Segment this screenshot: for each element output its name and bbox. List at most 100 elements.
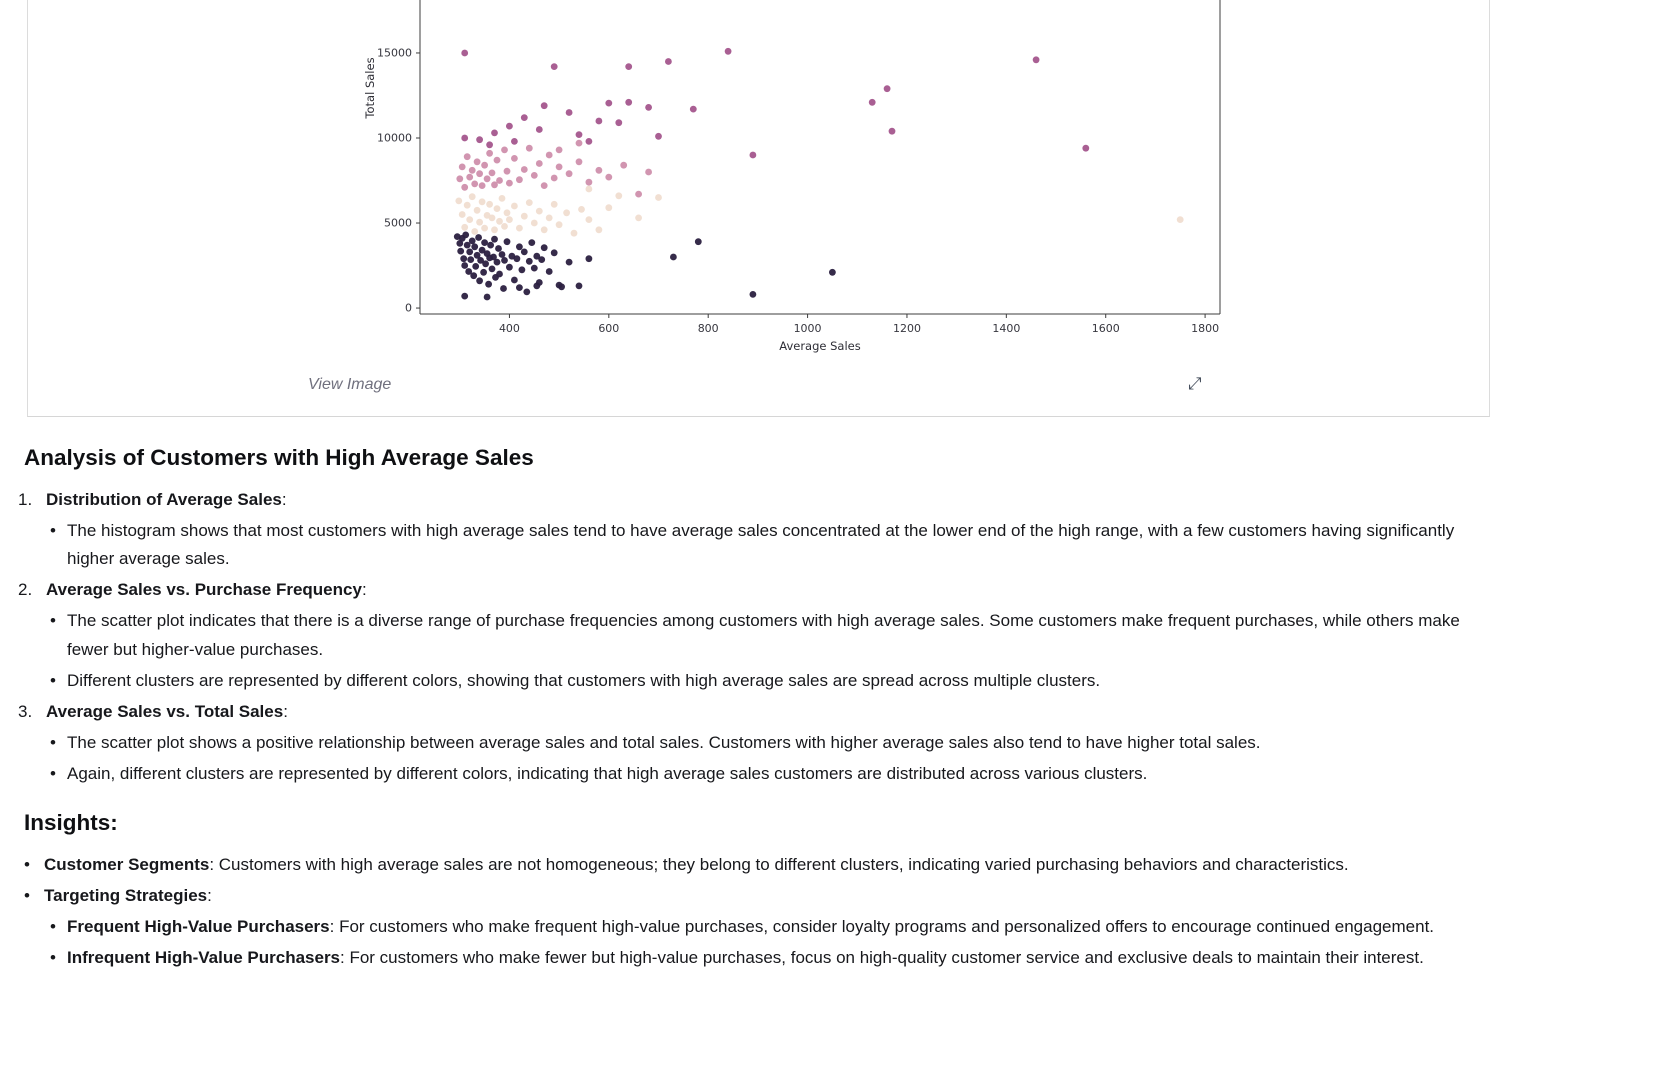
scatter-point xyxy=(516,176,523,184)
scatter-point xyxy=(490,253,497,261)
scatter-point xyxy=(694,238,702,246)
scatter-point xyxy=(470,272,478,280)
svg-text:800: 800 xyxy=(698,322,719,335)
scatter-point xyxy=(520,114,528,121)
insight-text: Targeting Strategies: xyxy=(44,885,212,905)
scatter-point xyxy=(655,194,662,201)
scatter-point xyxy=(545,214,553,222)
scatter-point xyxy=(868,98,876,106)
scatter-point xyxy=(468,193,476,201)
scatter-point xyxy=(475,234,482,241)
scatter-point xyxy=(625,63,633,70)
scatter-point xyxy=(565,170,573,178)
list-number: 3. xyxy=(18,702,33,722)
scatter-point xyxy=(491,129,498,137)
bullet-text: Different clusters are represented by di… xyxy=(67,671,1101,691)
svg-text:10000: 10000 xyxy=(377,132,412,145)
expand-icon[interactable]: ⤢ xyxy=(1188,374,1202,393)
scatter-point xyxy=(471,228,479,235)
svg-text:400: 400 xyxy=(499,322,520,335)
scatter-point xyxy=(538,256,546,263)
scatter-point xyxy=(455,197,463,205)
scatter-point xyxy=(481,161,488,169)
scatter-point xyxy=(476,136,483,144)
scatter-point xyxy=(491,235,498,243)
scatter-point xyxy=(655,132,662,140)
scatter-point xyxy=(473,206,481,214)
scatter-point xyxy=(465,268,473,275)
scatter-point xyxy=(620,161,628,169)
scatter-point xyxy=(575,139,583,147)
image-panel: 0 5000 10000 15000 400 600 800 1000 1200 1400 1600… xyxy=(27,0,1490,417)
view-image-link[interactable]: View Image xyxy=(308,376,392,393)
scatter-point xyxy=(501,223,508,230)
svg-text:1800: 1800 xyxy=(1191,322,1219,335)
scatter-point xyxy=(888,127,896,135)
scatter-point xyxy=(575,131,583,139)
bullet-icon: • xyxy=(50,611,56,631)
scatter-point xyxy=(472,263,480,270)
scatter-point xyxy=(482,260,489,268)
scatter-point xyxy=(511,155,518,162)
scatter-point xyxy=(1032,56,1040,64)
scatter-point xyxy=(525,257,533,265)
scatter-point xyxy=(520,248,528,256)
analysis-section: Analysis of Customers with High Average … xyxy=(18,439,1480,972)
bullet-icon: • xyxy=(50,947,56,967)
bullet-text: The scatter plot shows a positive relati… xyxy=(67,733,1261,753)
bullet-icon: • xyxy=(50,671,56,691)
scatter-point xyxy=(645,168,652,176)
scatter-point xyxy=(516,243,523,251)
scatter-point xyxy=(528,239,536,247)
numbered-item: 2. Average Sales vs. Purchase Frequency: •… xyxy=(18,576,1480,695)
scatter-point xyxy=(595,166,603,174)
list-number: 2. xyxy=(18,580,33,600)
scatter-point xyxy=(506,122,513,130)
scatter-point xyxy=(495,245,502,252)
item-label: Average Sales vs. Purchase Frequency: xyxy=(46,580,367,600)
item-label: Average Sales vs. Total Sales: xyxy=(46,702,288,722)
scatter-point xyxy=(491,181,498,189)
scatter-point xyxy=(585,216,593,224)
scatter-point xyxy=(503,209,511,217)
scatter-point xyxy=(530,219,538,227)
scatter-point xyxy=(471,243,479,251)
scatter-point xyxy=(665,58,672,65)
scatter-point xyxy=(749,291,757,298)
scatter-point xyxy=(595,117,603,125)
scatter-point xyxy=(615,119,623,127)
scatter-point xyxy=(463,241,471,249)
scatter-point xyxy=(506,179,513,187)
scatter-point xyxy=(749,151,757,159)
scatter-point xyxy=(615,192,623,200)
scatter-point xyxy=(461,49,469,57)
scatter-point xyxy=(488,214,496,222)
item-label: Distribution of Average Sales: xyxy=(46,489,287,509)
scatter-point xyxy=(501,257,508,264)
scatter-chart: 0 5000 10000 15000 400 600 800 1000 1200 1400 1600… xyxy=(358,0,1238,367)
scatter-point xyxy=(462,231,470,239)
scatter-point xyxy=(486,141,493,149)
scatter-point xyxy=(488,265,496,273)
scatter-point xyxy=(578,206,585,213)
scatter-point xyxy=(563,209,570,217)
scatter-point xyxy=(585,178,593,186)
scatter-point xyxy=(477,257,484,264)
insight-item: • Customer Segments: Customers with high … xyxy=(18,851,1480,880)
scatter-point xyxy=(513,255,521,263)
scatter-point xyxy=(605,204,613,212)
scatter-point xyxy=(498,251,506,258)
scatter-point xyxy=(483,293,491,301)
scatter-point xyxy=(575,282,583,290)
scatter-point xyxy=(481,239,488,247)
scatter-point xyxy=(625,98,633,106)
scatter-point xyxy=(506,263,513,271)
scatter-point xyxy=(550,249,558,257)
scatter-point xyxy=(540,182,548,190)
scatter-point xyxy=(476,277,483,285)
scatter-point xyxy=(518,266,526,274)
svg-text:1400: 1400 xyxy=(992,322,1020,335)
scatter-point xyxy=(476,218,483,226)
scatter-point xyxy=(565,109,573,116)
bullet-icon: • xyxy=(50,916,56,936)
